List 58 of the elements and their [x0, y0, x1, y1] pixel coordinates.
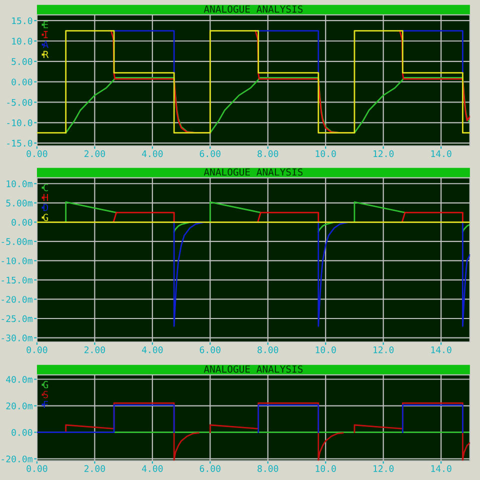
- x-tick-label: 0.00: [26, 150, 48, 158]
- chart-title: ANALOGUE ANALYSIS: [204, 168, 303, 176]
- legend-label: G: [43, 214, 48, 222]
- y-tick-label: 0.00: [12, 429, 32, 436]
- legend-label: R: [43, 50, 49, 58]
- x-tick-label: 10.0: [316, 150, 336, 158]
- x-tick-label: 12.0: [374, 465, 394, 472]
- y-tick-label: -5.00: [7, 98, 32, 106]
- y-tick-label: -30.0m: [2, 334, 32, 342]
- y-tick-label: -25.0m: [2, 315, 32, 322]
- x-tick-label: 6.00: [200, 465, 220, 472]
- y-tick-label: -10.0: [7, 119, 32, 126]
- y-tick-label: 0.00: [12, 78, 32, 86]
- x-tick-label: 4.00: [142, 465, 163, 472]
- x-tick-label: 8.00: [258, 346, 278, 354]
- legend-label: G: [43, 380, 48, 388]
- x-tick-label: 14.0: [431, 150, 452, 158]
- legend-label: I: [44, 31, 48, 38]
- y-tick-label: -15.0m: [2, 276, 32, 284]
- line-series: [65, 77, 470, 134]
- x-tick-label: 8.00: [258, 150, 278, 158]
- y-tick-label: 15.0: [12, 17, 32, 24]
- legend-label: D: [43, 204, 48, 212]
- x-tick-label: 10.0: [316, 346, 336, 354]
- x-tick-label: 12.0: [374, 346, 394, 354]
- x-tick-label: 6.00: [200, 150, 220, 158]
- x-tick-label: 0.00: [26, 465, 48, 472]
- legend-label: A: [42, 40, 48, 48]
- x-tick-label: 14.0: [431, 346, 452, 354]
- x-tick-label: 2.00: [84, 150, 105, 158]
- x-tick-label: 8.00: [258, 465, 278, 472]
- x-tick-label: 2.00: [84, 346, 105, 354]
- y-tick-label: -20.0m: [2, 456, 32, 462]
- y-tick-label: -10.0m: [2, 257, 32, 264]
- x-tick-label: 0.00: [26, 346, 48, 354]
- legend-label: E: [44, 21, 48, 28]
- y-tick-label: 5.00: [12, 58, 32, 65]
- x-tick-label: 4.00: [142, 346, 163, 354]
- y-tick-label: -5.00m: [2, 238, 32, 246]
- x-tick-label: 10.0: [316, 465, 336, 472]
- y-tick-label: 10.0: [12, 38, 32, 45]
- legend-label: H: [43, 194, 48, 202]
- y-tick-label: 0.00: [12, 218, 32, 226]
- x-tick-label: 14.0: [431, 465, 452, 472]
- chart-title: ANALOGUE ANALYSIS: [204, 365, 303, 373]
- x-tick-label: 6.00: [200, 346, 220, 354]
- x-tick-label: 4.00: [142, 150, 163, 158]
- legend-label: C: [43, 184, 48, 192]
- y-tick-label: 40.0m: [6, 376, 32, 383]
- x-tick-label: 2.00: [84, 465, 105, 472]
- y-tick-label: 5.00m: [6, 200, 32, 206]
- y-tick-label: -20.0m: [2, 296, 32, 303]
- chart-title: ANALOGUE ANALYSIS: [204, 5, 303, 13]
- y-tick-label: -15.0: [7, 140, 32, 147]
- legend-label: S: [43, 390, 48, 398]
- y-tick-label: 10.0m: [6, 180, 32, 188]
- x-tick-label: 12.0: [374, 150, 394, 158]
- y-tick-label: 20.0m: [6, 402, 32, 410]
